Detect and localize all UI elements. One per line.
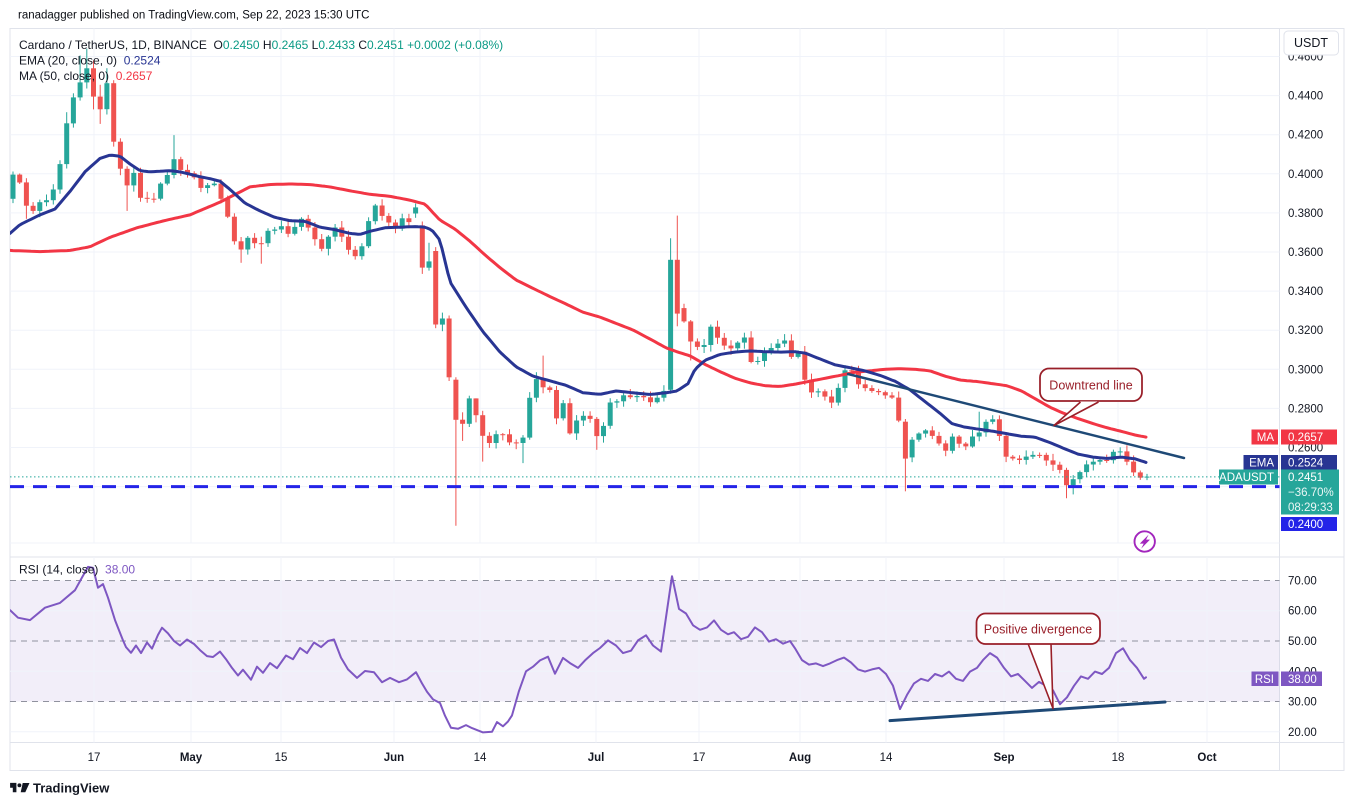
svg-text:38.00: 38.00 (1288, 674, 1317, 686)
svg-text:EMA: EMA (1249, 458, 1274, 470)
svg-text:Aug: Aug (789, 752, 811, 764)
svg-text:0.2600: 0.2600 (1288, 443, 1323, 455)
svg-text:RSI (14, close) 38.00: RSI (14, close) 38.00 (19, 563, 135, 577)
svg-text:30.00: 30.00 (1288, 697, 1317, 709)
svg-text:17: 17 (693, 752, 706, 764)
svg-text:MA (50, close, 0) 0.2657: MA (50, close, 0) 0.2657 (19, 69, 153, 83)
svg-text:08:29:33: 08:29:33 (1288, 502, 1333, 514)
svg-text:ADAUSDT: ADAUSDT (1219, 472, 1274, 484)
svg-text:Oct: Oct (1197, 752, 1216, 764)
svg-text:14: 14 (880, 752, 893, 764)
svg-text:Positive divergence: Positive divergence (984, 623, 1092, 637)
svg-text:20.00: 20.00 (1288, 727, 1317, 739)
svg-text:0.2524: 0.2524 (1288, 458, 1324, 470)
svg-text:17: 17 (88, 752, 101, 764)
svg-text:0.2657: 0.2657 (1288, 432, 1323, 444)
svg-text:0.3000: 0.3000 (1288, 364, 1323, 376)
svg-text:0.3800: 0.3800 (1288, 208, 1323, 220)
svg-text:ranadagger published on Tradin: ranadagger published on TradingView.com,… (18, 10, 369, 22)
svg-text:Cardano / TetherUS, 1D, BINANC: Cardano / TetherUS, 1D, BINANCE O0.2450 … (19, 38, 503, 52)
svg-text:0.2400: 0.2400 (1288, 519, 1323, 531)
svg-text:60.00: 60.00 (1288, 606, 1317, 618)
svg-text:Sep: Sep (993, 752, 1014, 764)
svg-text:0.3600: 0.3600 (1288, 247, 1323, 259)
svg-text:May: May (180, 752, 203, 764)
svg-text:0.3200: 0.3200 (1288, 325, 1323, 337)
svg-text:USDT: USDT (1294, 36, 1328, 50)
svg-text:50.00: 50.00 (1288, 636, 1317, 648)
svg-text:0.4000: 0.4000 (1288, 169, 1323, 181)
svg-text:Jul: Jul (588, 752, 605, 764)
svg-text:TradingView: TradingView (33, 781, 110, 796)
svg-text:0.3400: 0.3400 (1288, 286, 1323, 298)
svg-text:Downtrend line: Downtrend line (1049, 379, 1132, 393)
svg-text:0.2451: 0.2451 (1288, 472, 1323, 484)
svg-text:EMA (20, close, 0) 0.2524: EMA (20, close, 0) 0.2524 (19, 54, 161, 68)
svg-text:RSI: RSI (1255, 674, 1274, 686)
svg-text:−36.70%: −36.70% (1288, 487, 1334, 499)
svg-text:18: 18 (1112, 752, 1125, 764)
svg-text:0.4400: 0.4400 (1288, 91, 1323, 103)
svg-text:MA: MA (1257, 432, 1275, 444)
svg-text:15: 15 (275, 752, 288, 764)
svg-text:0.4200: 0.4200 (1288, 130, 1323, 142)
svg-text:0.2800: 0.2800 (1288, 403, 1323, 415)
svg-text:Jun: Jun (384, 752, 404, 764)
svg-text:14: 14 (474, 752, 487, 764)
svg-text:70.00: 70.00 (1288, 576, 1317, 588)
